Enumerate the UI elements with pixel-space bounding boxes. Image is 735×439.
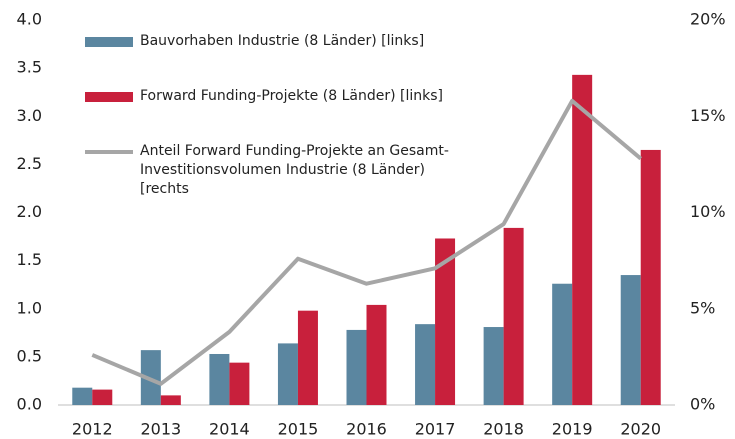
bar — [229, 362, 250, 405]
y-tick-label: 2.5 — [17, 154, 42, 173]
bar — [92, 389, 113, 405]
y2-tick-label: 10% — [690, 202, 726, 221]
legend-swatch — [85, 37, 133, 47]
line-series — [91, 98, 643, 386]
y-tick-label: 0.5 — [17, 346, 42, 365]
legend-label: Anteil Forward Funding-Projekte an Gesam… — [140, 143, 449, 197]
x-tick-label: 2013 — [140, 420, 181, 439]
x-tick-label: 2014 — [209, 420, 250, 439]
bar — [366, 304, 387, 405]
x-tick-label: 2020 — [620, 420, 661, 439]
x-tick-label: 2015 — [278, 420, 319, 439]
bar — [572, 74, 593, 406]
y-tick-label: 3.0 — [17, 106, 42, 125]
legend-label: Bauvorhaben Industrie (8 Länder) [links] — [140, 33, 425, 49]
y-tick-label: 1.0 — [17, 298, 42, 317]
x-tick-label: 2019 — [552, 420, 593, 439]
bar — [346, 329, 367, 405]
bar — [620, 275, 641, 405]
bar — [640, 149, 661, 405]
bar — [160, 395, 181, 405]
y2-tick-label: 5% — [690, 298, 715, 317]
y-tick-label: 0.0 — [17, 395, 42, 414]
x-tick-label: 2018 — [483, 420, 524, 439]
bar — [297, 310, 318, 405]
y2-tick-label: 15% — [690, 106, 726, 125]
y-tick-label: 3.5 — [17, 58, 42, 77]
bar — [503, 227, 524, 405]
bar — [72, 387, 93, 405]
bar — [552, 283, 573, 405]
legend-swatch — [85, 92, 133, 102]
y-tick-label: 1.5 — [17, 250, 42, 269]
y2-tick-label: 0% — [690, 395, 715, 414]
y-tick-label: 2.0 — [17, 202, 42, 221]
bar — [483, 327, 504, 405]
y2-tick-label: 20% — [690, 10, 726, 29]
bar — [277, 343, 298, 405]
bar — [415, 324, 436, 405]
x-tick-label: 2016 — [346, 420, 387, 439]
y-tick-label: 4.0 — [17, 10, 42, 29]
bar — [435, 238, 456, 405]
bar — [209, 353, 230, 405]
x-tick-label: 2017 — [415, 420, 456, 439]
legend-label: Forward Funding-Projekte (8 Länder) [lin… — [140, 88, 443, 104]
x-tick-label: 2012 — [72, 420, 113, 439]
